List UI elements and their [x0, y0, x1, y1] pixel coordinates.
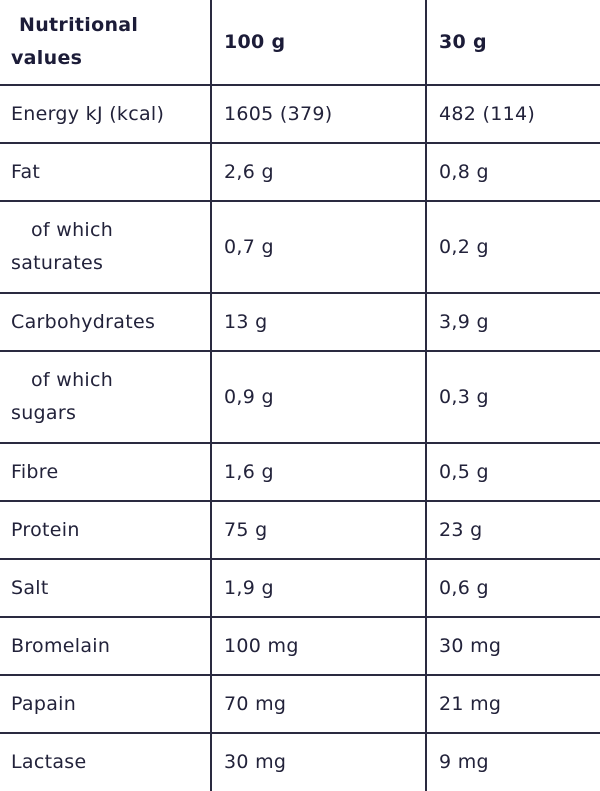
value-per-30g: 3,9 g — [425, 292, 600, 352]
nutrient-label: of which saturates — [0, 200, 212, 294]
value-per-30g: 0,5 g — [425, 442, 600, 502]
value-per-100g: 75 g — [210, 500, 427, 560]
table-row: Carbohydrates 13 g 3,9 g — [0, 292, 600, 352]
value-per-30g: 21 mg — [425, 674, 600, 734]
nutrient-label: Bromelain — [0, 616, 212, 676]
nutrient-label-text: of which saturates — [11, 219, 114, 274]
table-row: Lactase 30 mg 9 mg — [0, 732, 600, 791]
value-per-30g: 482 (114) — [425, 84, 600, 144]
value-per-30g: 23 g — [425, 500, 600, 560]
nutrient-label: Lactase — [0, 732, 212, 791]
nutrient-label-text: of which sugars — [11, 369, 114, 424]
value-per-100g: 2,6 g — [210, 142, 427, 202]
table-row: Fibre 1,6 g 0,5 g — [0, 442, 600, 502]
header-row: Nutritional values 100 g 30 g — [0, 0, 600, 86]
nutrient-label: Carbohydrates — [0, 292, 212, 352]
nutrient-label-text: Bromelain — [11, 634, 111, 657]
value-per-100g: 30 mg — [210, 732, 427, 791]
nutrient-label: Protein — [0, 500, 212, 560]
nutrient-label: Fibre — [0, 442, 212, 502]
nutrient-label-text: Energy kJ (kcal) — [11, 102, 165, 125]
nutrient-label: Energy kJ (kcal) — [0, 84, 212, 144]
header-nutritional-values: Nutritional values — [0, 0, 212, 86]
nutrient-label: Salt — [0, 558, 212, 618]
value-per-30g: 9 mg — [425, 732, 600, 791]
value-per-100g: 0,9 g — [210, 350, 427, 444]
header-100g: 100 g — [210, 0, 427, 86]
value-per-30g: 30 mg — [425, 616, 600, 676]
value-per-100g: 1,9 g — [210, 558, 427, 618]
table-row: of which sugars 0,9 g 0,3 g — [0, 350, 600, 444]
value-per-100g: 13 g — [210, 292, 427, 352]
value-per-30g: 0,2 g — [425, 200, 600, 294]
nutrient-label-text: Lactase — [11, 751, 87, 773]
nutrient-label-text: Salt — [11, 576, 49, 599]
table-row: Protein 75 g 23 g — [0, 500, 600, 560]
header-30g: 30 g — [425, 0, 600, 86]
nutrient-label-text: Fibre — [11, 460, 59, 483]
value-per-30g: 0,6 g — [425, 558, 600, 618]
value-per-100g: 100 mg — [210, 616, 427, 676]
value-per-100g: 70 mg — [210, 674, 427, 734]
nutrient-label-text: Papain — [11, 692, 77, 715]
table-row: Energy kJ (kcal) 1605 (379) 482 (114) — [0, 84, 600, 144]
table-row: of which saturates 0,7 g 0,2 g — [0, 200, 600, 294]
header-label: Nutritional values — [11, 14, 139, 69]
nutrient-label: of which sugars — [0, 350, 212, 444]
nutrient-label-text: Protein — [11, 518, 80, 541]
table-row: Bromelain 100 mg 30 mg — [0, 616, 600, 676]
nutrient-label-text: Fat — [11, 160, 41, 183]
value-per-30g: 0,3 g — [425, 350, 600, 444]
table-row: Fat 2,6 g 0,8 g — [0, 142, 600, 202]
value-per-30g: 0,8 g — [425, 142, 600, 202]
value-per-100g: 0,7 g — [210, 200, 427, 294]
value-per-100g: 1,6 g — [210, 442, 427, 502]
table-row: Salt 1,9 g 0,6 g — [0, 558, 600, 618]
nutrient-label: Papain — [0, 674, 212, 734]
value-per-100g: 1605 (379) — [210, 84, 427, 144]
nutrient-label-text: Carbohydrates — [11, 310, 156, 333]
table-row: Papain 70 mg 21 mg — [0, 674, 600, 734]
nutrient-label: Fat — [0, 142, 212, 202]
